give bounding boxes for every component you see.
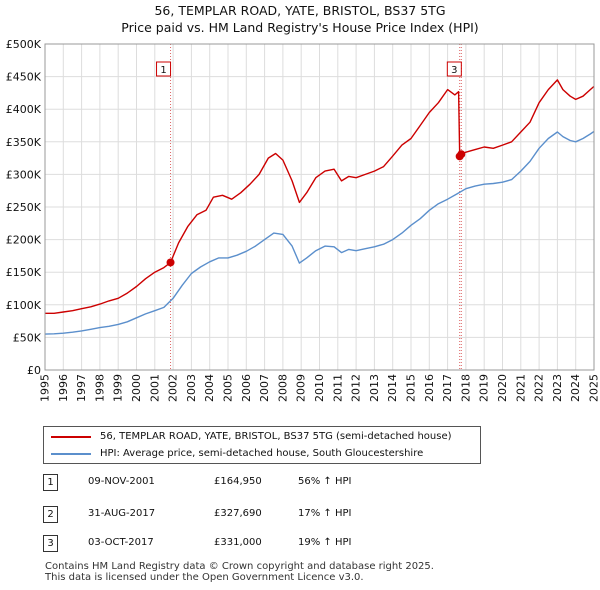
x-tick-label: 2006 <box>240 374 253 402</box>
x-tick-label: 2016 <box>423 374 436 402</box>
x-tick-label: 2004 <box>203 374 216 402</box>
x-tick-label: 2008 <box>276 374 289 402</box>
transaction-date: 09-NOV-2001 <box>88 476 155 487</box>
transaction-hpi-change: 19% ↑ HPI <box>298 537 352 548</box>
transaction-price: £327,690 <box>214 508 262 519</box>
transaction-marker-2: 2 <box>43 506 58 523</box>
transaction-date: 03-OCT-2017 <box>88 537 154 548</box>
y-tick-label: £150K <box>6 266 42 279</box>
x-tick-label: 1999 <box>112 374 125 402</box>
legend-label-hpi: HPI: Average price, semi-detached house,… <box>100 448 424 459</box>
transaction-point <box>166 258 175 267</box>
y-tick-label: £50K <box>13 331 42 344</box>
chart-marker-box <box>446 61 462 77</box>
x-tick-label: 2020 <box>496 374 509 402</box>
transaction-row-3: 3 03-OCT-2017 £331,000 19% ↑ HPI <box>0 535 600 555</box>
transaction-price: £331,000 <box>214 537 262 548</box>
y-tick-label: £200K <box>6 234 42 247</box>
x-tick-label: 2010 <box>313 374 326 402</box>
x-tick-label: 2013 <box>368 374 381 402</box>
chart-marker-label: 3 <box>451 65 457 76</box>
x-tick-label: 2025 <box>588 374 600 402</box>
transaction-marker-3: 3 <box>43 535 58 552</box>
x-tick-label: 2015 <box>405 374 418 402</box>
transaction-hpi-change: 17% ↑ HPI <box>298 508 352 519</box>
x-tick-label: 2001 <box>148 374 161 402</box>
x-tick-label: 2014 <box>386 374 399 402</box>
transaction-row-1: 1 09-NOV-2001 £164,950 56% ↑ HPI <box>0 474 600 494</box>
x-tick-label: 2012 <box>350 374 363 402</box>
y-tick-label: £300K <box>6 168 42 181</box>
x-tick-label: 2024 <box>569 374 582 402</box>
transaction-row-2: 2 31-AUG-2017 £327,690 17% ↑ HPI <box>0 506 600 526</box>
x-tick-label: 1996 <box>57 374 70 402</box>
x-tick-label: 2017 <box>441 374 454 402</box>
transaction-point <box>457 150 466 159</box>
x-tick-label: 2009 <box>295 374 308 402</box>
x-tick-label: 2018 <box>459 374 472 402</box>
chart-subtitle: Price paid vs. HM Land Registry's House … <box>121 20 479 35</box>
price-chart: £0 £50K £100K £150K £200K £250K £300K £350K £400… <box>6 38 600 402</box>
x-tick-label: 1997 <box>75 374 88 402</box>
y-tick-label: £0 <box>27 364 41 377</box>
legend-label-property: 56, TEMPLAR ROAD, YATE, BRISTOL, BS37 5T… <box>100 431 452 442</box>
x-tick-label: 2023 <box>551 374 564 402</box>
chart-title-address: 56, TEMPLAR ROAD, YATE, BRISTOL, BS37 5T… <box>154 3 446 18</box>
y-tick-label: £100K <box>6 299 42 312</box>
y-tick-label: £450K <box>6 71 42 84</box>
x-tick-label: 2011 <box>331 374 344 402</box>
x-tick-label: 2007 <box>258 374 271 402</box>
series-line-hpi <box>44 130 595 335</box>
legend-swatch-property <box>51 436 91 438</box>
transaction-date: 31-AUG-2017 <box>88 508 156 519</box>
footer-licence: This data is licensed under the Open Gov… <box>45 572 364 583</box>
x-tick-label: 2021 <box>514 374 527 402</box>
x-tick-label: 1995 <box>39 374 52 402</box>
chart-marker-label: 1 <box>160 65 166 76</box>
footer-copyright: Contains HM Land Registry data © Crown c… <box>45 561 434 572</box>
x-tick-label: 2022 <box>533 374 546 402</box>
chart-marker-box <box>156 61 172 77</box>
x-tick-label: 2003 <box>185 374 198 402</box>
transaction-price: £164,950 <box>214 476 262 487</box>
y-tick-label: £250K <box>6 201 42 214</box>
y-tick-label: £500K <box>6 38 42 51</box>
legend: 56, TEMPLAR ROAD, YATE, BRISTOL, BS37 5T… <box>43 426 481 464</box>
x-tick-label: 2005 <box>222 374 235 402</box>
x-tick-label: 1998 <box>93 374 106 402</box>
x-tick-label: 2002 <box>167 374 180 402</box>
y-tick-label: £350K <box>6 136 42 149</box>
y-tick-label: £400K <box>6 103 42 116</box>
series-line-property <box>45 79 595 314</box>
transaction-hpi-change: 56% ↑ HPI <box>298 476 352 487</box>
plot-frame <box>44 43 595 371</box>
transaction-marker-1: 1 <box>43 474 58 491</box>
legend-swatch-hpi <box>51 453 91 455</box>
x-tick-label: 2000 <box>130 374 143 402</box>
x-tick-label: 2019 <box>478 374 491 402</box>
